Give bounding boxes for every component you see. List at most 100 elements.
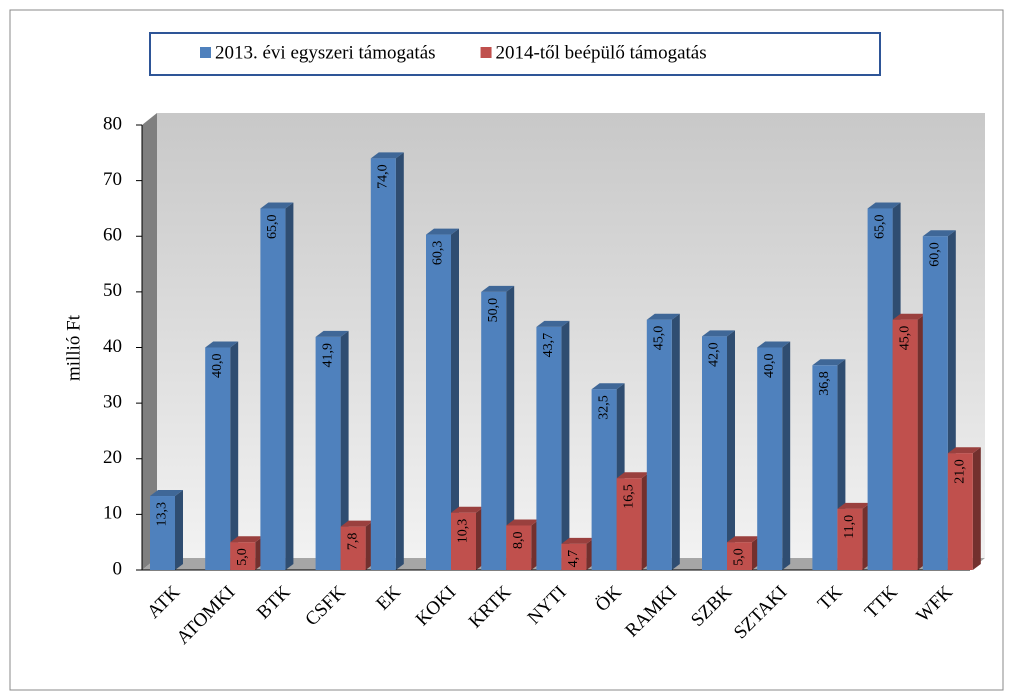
bar-side — [972, 447, 981, 570]
bar-top — [561, 537, 595, 544]
bar-top — [451, 506, 484, 513]
bar-top — [867, 202, 901, 209]
value-label: 4,7 — [566, 550, 581, 568]
bar-top — [315, 330, 349, 337]
value-label: 65,0 — [265, 214, 280, 239]
value-label: 60,0 — [928, 242, 943, 267]
value-label: 5,0 — [732, 548, 747, 566]
bar-side — [506, 285, 515, 570]
y-tick-label: 40 — [103, 336, 122, 357]
value-label: 32,5 — [596, 395, 611, 420]
bar — [150, 490, 183, 570]
bar-side — [727, 330, 735, 570]
bar-side — [395, 152, 404, 570]
y-tick-label: 20 — [103, 447, 122, 468]
bar-top — [506, 519, 540, 526]
value-label: 43,7 — [541, 333, 556, 358]
back-wall — [157, 113, 985, 558]
bar-front — [536, 326, 562, 570]
bar-front — [315, 336, 341, 570]
bar-side — [230, 341, 239, 570]
y-tick-label: 10 — [103, 503, 122, 524]
value-label: 50,0 — [486, 298, 501, 323]
bar — [757, 341, 791, 570]
bar-front — [757, 347, 783, 570]
bar-top — [205, 341, 239, 348]
bar — [481, 285, 515, 570]
bar — [260, 202, 294, 570]
value-label: 10,3 — [456, 519, 471, 544]
bar-top — [947, 447, 981, 454]
bar-front — [646, 319, 672, 570]
bar-top — [702, 330, 735, 337]
bar-top — [340, 520, 374, 527]
bar-front — [340, 526, 366, 570]
bar-top — [812, 359, 846, 366]
bar — [205, 341, 239, 570]
bar-side — [671, 313, 680, 570]
bar — [315, 330, 349, 570]
bar — [536, 320, 570, 570]
bar-front — [451, 512, 476, 570]
y-tick-label: 50 — [103, 280, 122, 301]
value-label: 16,5 — [621, 484, 636, 509]
value-label: 45,0 — [897, 326, 912, 351]
bar-front — [481, 291, 507, 570]
value-label: 11,0 — [842, 515, 857, 539]
bar-front — [867, 208, 893, 570]
legend-swatch — [480, 47, 492, 58]
bar-front — [947, 453, 973, 570]
bar-front — [922, 236, 948, 570]
bar-front — [591, 389, 617, 570]
bar-top — [370, 152, 404, 159]
value-label: 40,0 — [762, 354, 777, 379]
bar-top — [481, 285, 515, 292]
bar-top — [230, 536, 264, 543]
bar-top — [727, 536, 760, 543]
value-label: 40,0 — [210, 354, 225, 379]
bar-front — [230, 542, 256, 570]
bar-front — [426, 234, 451, 571]
value-label: 45,0 — [652, 326, 667, 351]
value-label: 60,3 — [431, 241, 446, 265]
y-axis-label: millió Ft — [63, 314, 84, 381]
bar-top — [260, 202, 294, 209]
bar-front — [260, 208, 286, 570]
y-tick-label: 60 — [103, 225, 122, 246]
legend-swatch — [200, 47, 211, 58]
bar-front — [812, 365, 838, 570]
side-wall — [142, 113, 157, 570]
bar-front — [561, 543, 587, 570]
bar — [451, 506, 484, 570]
bar-top — [757, 341, 791, 348]
bar-top — [426, 228, 459, 235]
bar — [947, 447, 981, 570]
value-label: 8,0 — [511, 532, 526, 550]
value-label: 21,0 — [953, 459, 968, 484]
value-label: 5,0 — [235, 548, 250, 566]
y-tick-label: 0 — [113, 558, 123, 579]
bar-front — [205, 347, 231, 570]
bar — [892, 313, 926, 570]
bar — [370, 152, 404, 570]
bar-top — [616, 472, 650, 479]
y-tick-label: 80 — [103, 113, 122, 134]
legend-label: 2014-től beépülő támogatás — [496, 42, 707, 63]
bar-front — [837, 508, 863, 570]
bar-front — [616, 478, 642, 570]
bar-side — [561, 320, 570, 570]
value-label: 42,0 — [707, 342, 722, 367]
y-tick-label: 70 — [103, 169, 122, 190]
bar-side — [285, 202, 294, 570]
bar-side — [451, 228, 459, 571]
value-label: 7,8 — [345, 533, 360, 551]
bar — [646, 313, 680, 570]
bar-front — [150, 496, 175, 570]
value-label: 65,0 — [872, 214, 887, 239]
bar-side — [782, 341, 791, 570]
bar-side — [340, 330, 349, 570]
bar-side — [175, 490, 183, 570]
bar-top — [150, 490, 183, 497]
bar-front — [370, 158, 396, 570]
